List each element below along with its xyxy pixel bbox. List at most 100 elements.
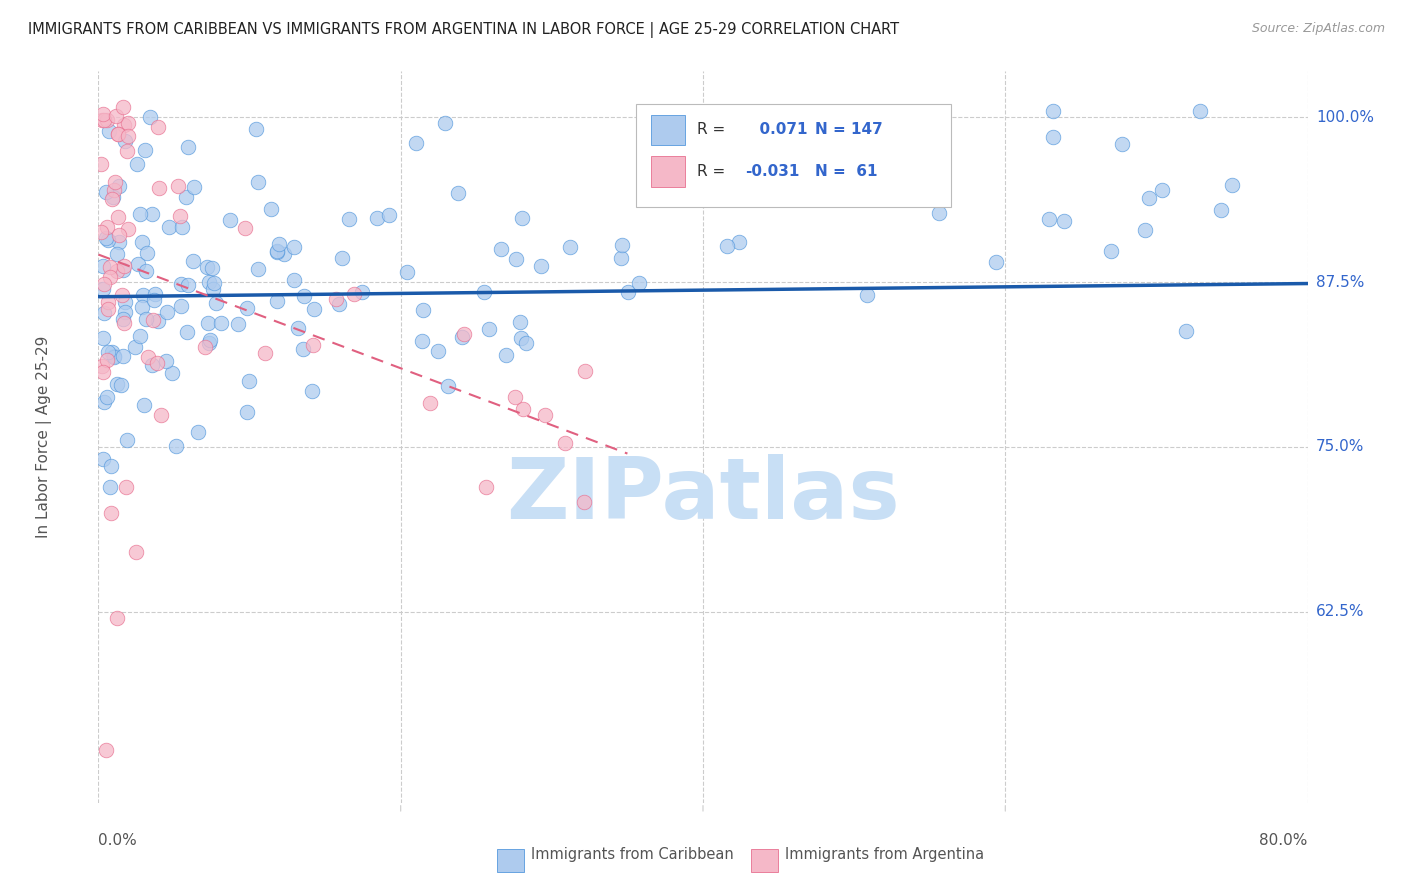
Point [105,264,128,278]
Point [98,479,121,493]
Point [198,275,221,289]
Point [236,301,259,315]
Point [181,254,204,268]
Point [100,459,122,474]
Point [97,123,120,137]
Point [510,211,533,225]
Point [301,338,323,352]
Point [505,390,527,404]
Point [112,100,135,114]
Point [183,179,205,194]
Point [928,205,950,219]
Point [238,374,260,388]
Point [108,235,131,249]
Point [509,315,531,329]
Point [1150,183,1173,197]
Point [170,277,193,292]
Point [141,358,163,372]
Point [1099,244,1122,258]
Point [165,439,187,453]
Point [97,301,120,316]
Point [478,322,501,336]
Point [612,238,634,252]
Point [1038,212,1060,227]
Point [366,211,388,225]
Text: -0.031: -0.031 [745,164,800,179]
Point [202,277,225,291]
Point [150,408,173,422]
Point [267,237,290,252]
Point [101,345,124,359]
Point [103,190,125,204]
Point [146,120,169,134]
Point [197,336,219,351]
Point [160,367,183,381]
Point [515,336,537,351]
Point [91,113,114,128]
Point [236,405,259,419]
Point [148,181,170,195]
Point [447,186,470,201]
Point [142,313,165,327]
Point [495,348,517,362]
Text: 80.0%: 80.0% [1260,833,1308,848]
Text: 75.0%: 75.0% [1316,440,1364,454]
Point [96,113,118,128]
Point [727,235,749,250]
Point [156,305,179,319]
Point [266,293,288,308]
Point [343,287,366,301]
Point [114,260,136,274]
Point [134,144,156,158]
Point [852,142,875,156]
Point [226,317,249,331]
Point [301,384,323,399]
Point [352,285,374,300]
Point [146,314,169,328]
Point [287,320,309,334]
Point [124,339,146,353]
Point [827,191,849,205]
FancyBboxPatch shape [637,104,950,207]
Point [205,295,228,310]
Point [437,379,460,393]
Point [405,136,427,151]
Point [91,259,114,273]
Point [101,192,124,206]
Point [108,227,131,242]
Point [100,506,122,520]
Point [117,128,139,143]
Point [198,334,221,348]
Point [112,316,135,330]
Point [395,265,418,279]
Point [107,127,129,141]
Point [90,225,112,239]
Text: N = 147: N = 147 [815,122,883,137]
Point [91,331,114,345]
Point [131,300,153,314]
Point [328,297,350,311]
Text: Immigrants from Argentina: Immigrants from Argentina [785,847,984,862]
Point [105,611,128,625]
Point [170,299,193,313]
Point [96,231,118,245]
Text: R =: R = [697,122,725,137]
Point [1135,223,1157,237]
Point [1053,213,1076,227]
Point [136,245,159,260]
Point [749,138,772,153]
Point [132,288,155,302]
Point [1042,129,1064,144]
Point [245,121,267,136]
Point [246,262,269,277]
Point [533,408,555,422]
Point [246,175,269,189]
Point [93,395,115,409]
Point [574,363,596,377]
Point [254,346,277,360]
Text: In Labor Force | Age 25-29: In Labor Force | Age 25-29 [37,336,52,538]
Point [174,190,197,204]
Point [117,433,139,447]
Point [169,209,191,223]
Point [112,349,135,363]
